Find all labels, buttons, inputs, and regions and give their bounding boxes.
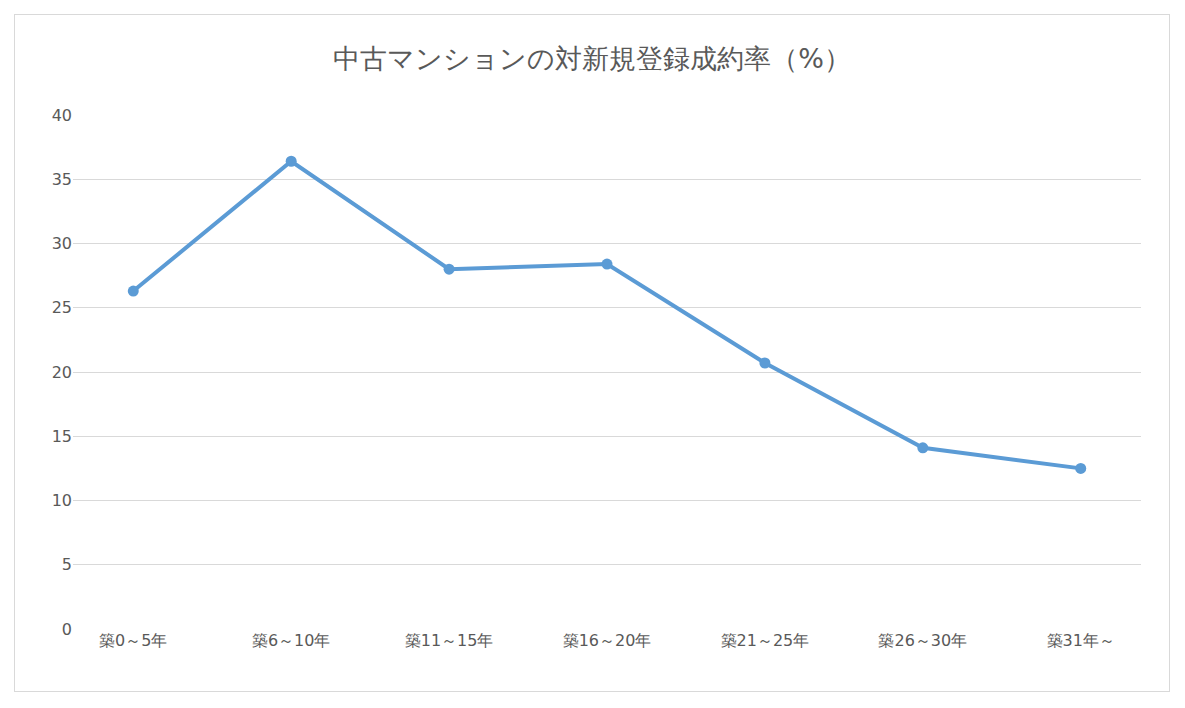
svg-text:40: 40 bbox=[52, 106, 72, 125]
svg-text:10: 10 bbox=[52, 491, 72, 510]
svg-text:30: 30 bbox=[52, 234, 72, 253]
svg-text:中古マンションの対新規登録成約率（%）: 中古マンションの対新規登録成約率（%） bbox=[333, 43, 851, 74]
svg-text:築26～30年: 築26～30年 bbox=[878, 631, 967, 650]
svg-text:0: 0 bbox=[62, 620, 72, 639]
svg-text:築31年～: 築31年～ bbox=[1047, 631, 1115, 650]
svg-text:築21～25年: 築21～25年 bbox=[721, 631, 810, 650]
svg-text:25: 25 bbox=[52, 298, 72, 317]
svg-text:築0～5年: 築0～5年 bbox=[99, 631, 167, 650]
svg-text:20: 20 bbox=[52, 363, 72, 382]
svg-text:築6～10年: 築6～10年 bbox=[252, 631, 331, 650]
svg-text:築16～20年: 築16～20年 bbox=[563, 631, 652, 650]
svg-text:15: 15 bbox=[52, 427, 72, 446]
svg-text:5: 5 bbox=[62, 555, 72, 574]
svg-text:築11～15年: 築11～15年 bbox=[405, 631, 494, 650]
svg-text:35: 35 bbox=[52, 170, 72, 189]
